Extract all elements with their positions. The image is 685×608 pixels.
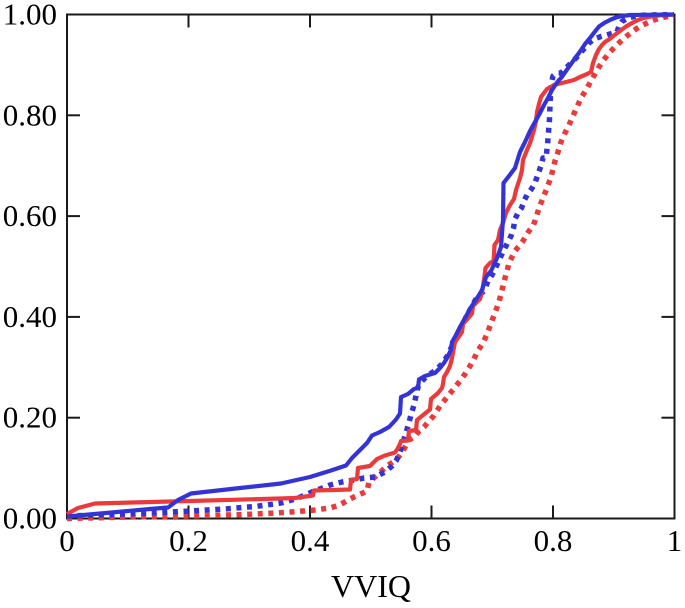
- svg-text:0.6: 0.6: [412, 523, 451, 558]
- svg-text:0.00: 0.00: [3, 501, 57, 536]
- svg-text:0.4: 0.4: [291, 523, 330, 558]
- svg-text:0: 0: [59, 523, 75, 558]
- svg-text:0.80: 0.80: [3, 97, 57, 132]
- svg-text:1: 1: [667, 523, 683, 558]
- svg-text:0.2: 0.2: [169, 523, 208, 558]
- svg-text:VVIQ: VVIQ: [331, 568, 411, 604]
- svg-text:0.40: 0.40: [3, 299, 57, 334]
- svg-text:0.8: 0.8: [534, 523, 573, 558]
- svg-text:1.00: 1.00: [3, 0, 57, 32]
- svg-text:0.60: 0.60: [3, 198, 57, 233]
- svg-text:0.20: 0.20: [3, 400, 57, 435]
